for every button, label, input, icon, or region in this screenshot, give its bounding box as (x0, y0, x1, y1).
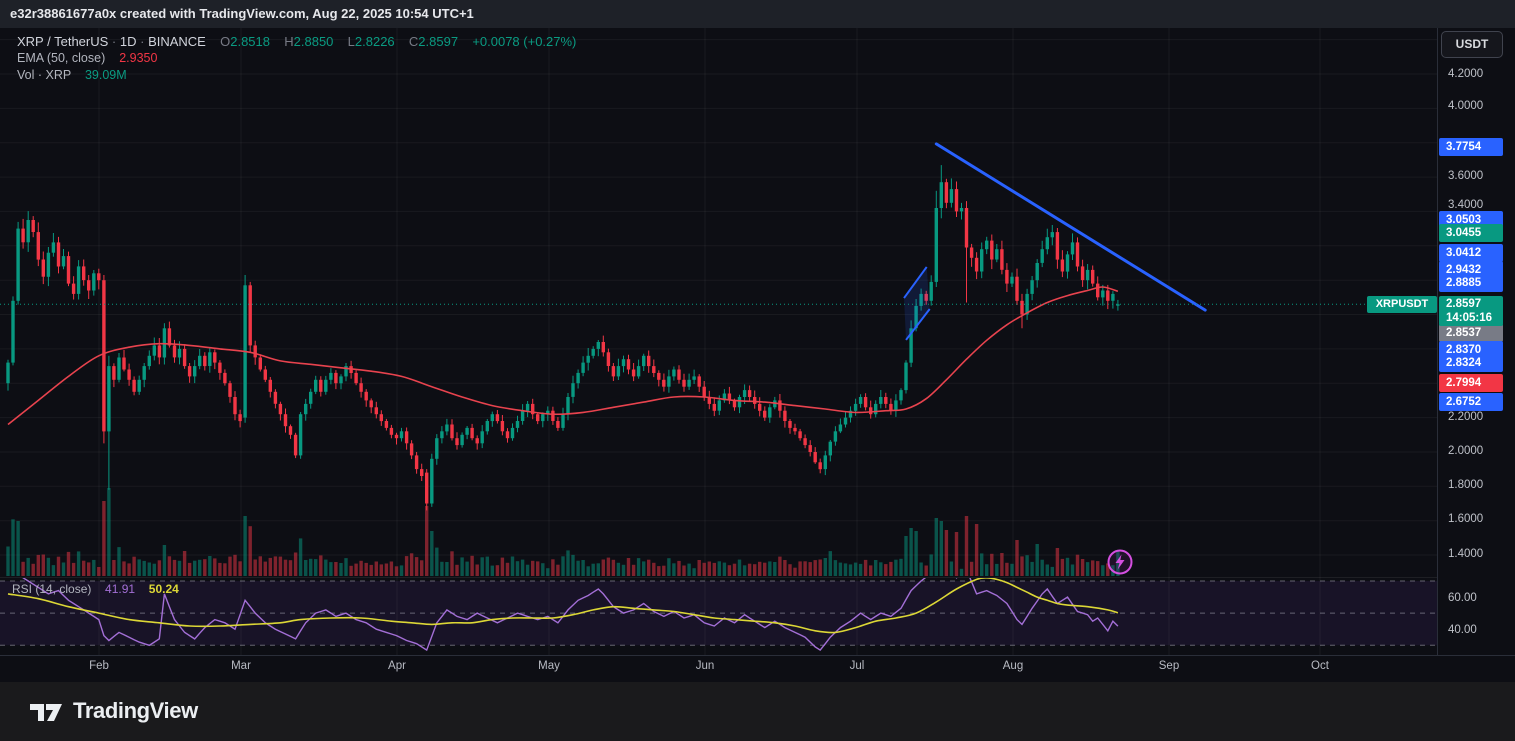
volume-value: 39.09M (84, 68, 127, 82)
price-level-badge: 3.7754 (1439, 138, 1503, 156)
interval-label[interactable]: 1D (119, 34, 137, 49)
rsi-value: 41.91 (105, 582, 136, 596)
ema-legend-row[interactable]: EMA (50, close) 2.9350 (17, 50, 576, 67)
symbol-legend-row[interactable]: XRP / TetherUS · 1D · BINANCE O2.8518 H2… (17, 33, 576, 50)
rsi-label[interactable]: RSI (14, close) (12, 582, 92, 596)
footer-bar: TradingView (0, 682, 1515, 741)
price-scale-tick: 4.2000 (1448, 68, 1484, 80)
time-scale-label: Sep (1158, 660, 1180, 672)
price-scale-tick: 3.4000 (1448, 199, 1484, 211)
ema-line[interactable] (7, 286, 1119, 426)
change-value: +0.0078 (+0.27%) (472, 34, 577, 49)
channel-upper-line[interactable] (903, 266, 928, 299)
time-scale-label: Feb (89, 660, 109, 672)
rsi-scale-tick: 40.00 (1448, 624, 1477, 636)
legend-separator: · (136, 34, 149, 49)
time-scale-label: Apr (388, 660, 406, 672)
time-scale-label: Aug (1002, 660, 1024, 672)
rsi-band (0, 581, 1437, 646)
high-value: 2.8850 (293, 34, 334, 49)
price-level-badge: 2.7994 (1439, 374, 1503, 392)
price-level-badge: 2.8885 (1439, 274, 1503, 292)
price-scale-tick: 4.0000 (1448, 100, 1484, 112)
exchange-label: BINANCE (148, 34, 206, 49)
volume-bars (6, 488, 1120, 576)
price-level-badge: 2.6752 (1439, 393, 1503, 411)
rsi-ma-value: 50.24 (148, 582, 179, 596)
price-scale-tick: 2.2000 (1448, 411, 1484, 423)
rsi-scale[interactable]: 60.00 40.00 (1437, 578, 1515, 655)
price-scale-tick: 2.0000 (1448, 445, 1484, 457)
time-scale-label: Mar (231, 660, 251, 672)
high-letter: H (284, 34, 294, 49)
close-value: 2.8597 (418, 34, 459, 49)
rsi-scale-tick: 60.00 (1448, 592, 1477, 604)
price-level-badge: 2.8537 (1439, 324, 1503, 342)
trendline[interactable] (934, 142, 1207, 312)
chart-legend: XRP / TetherUS · 1D · BINANCE O2.8518 H2… (17, 33, 576, 84)
low-value: 2.8226 (354, 34, 395, 49)
channel-fill (904, 266, 930, 340)
candles (6, 165, 1120, 511)
open-letter: O (220, 34, 231, 49)
tradingview-logo-icon (30, 704, 62, 721)
rsi-legend-row[interactable]: RSI (14, close) 41.91 50.24 (12, 582, 179, 596)
open-value: 2.8518 (230, 34, 270, 49)
channel-lower-line[interactable] (905, 308, 931, 341)
price-level-badge: 3.0455 (1439, 224, 1503, 242)
volume-label[interactable]: Vol · XRP (17, 68, 71, 82)
time-scale-label: Jul (849, 660, 865, 672)
tradingview-logo-text: TradingView (73, 698, 198, 723)
time-scale-label: May (538, 660, 560, 672)
current-price-badge: 2.8597 14:05:16 (1439, 296, 1503, 326)
low-letter: L (347, 34, 355, 49)
volume-legend-row[interactable]: Vol · XRP 39.09M (17, 67, 576, 84)
symbol-title[interactable]: XRP / TetherUS (17, 34, 109, 49)
ema-label[interactable]: EMA (50, close) (17, 51, 106, 65)
symbol-price-line-label: XRPUSDT (1367, 296, 1437, 313)
currency-toggle-button[interactable]: USDT (1441, 31, 1503, 58)
price-level-badge: 3.0412 (1439, 244, 1503, 262)
price-scale-tick: 1.4000 (1448, 548, 1484, 560)
close-letter: C (408, 34, 419, 49)
price-scale-tick: 1.6000 (1448, 513, 1484, 525)
legend-separator: · (111, 34, 120, 49)
price-level-badge: 2.8324 (1439, 354, 1503, 372)
tradingview-logo[interactable]: TradingView (28, 696, 198, 726)
ema-value: 2.9350 (119, 51, 158, 65)
time-scale[interactable]: Feb Mar Apr May Jun Jul Aug Sep Oct (0, 655, 1515, 682)
time-scale-label: Oct (1311, 660, 1329, 672)
attribution-bar: e32r38861677a0x created with TradingView… (0, 0, 1515, 28)
grid-lines (0, 28, 1437, 655)
bar-countdown: 14:05:16 (1446, 312, 1493, 324)
price-scale[interactable]: USDT 4.2000 4.0000 3.6000 3.4000 2.2000 2.000… (1437, 28, 1515, 655)
attribution-text: e32r38861677a0x created with TradingView… (10, 6, 474, 21)
price-scale-tick: 1.8000 (1448, 479, 1484, 491)
rsi-ma-line[interactable] (7, 578, 1119, 634)
time-scale-label: Jun (695, 660, 715, 672)
price-scale-tick: 3.6000 (1448, 170, 1484, 182)
lightning-marker-icon[interactable] (1106, 548, 1134, 576)
current-price-value: 2.8597 (1446, 298, 1482, 310)
